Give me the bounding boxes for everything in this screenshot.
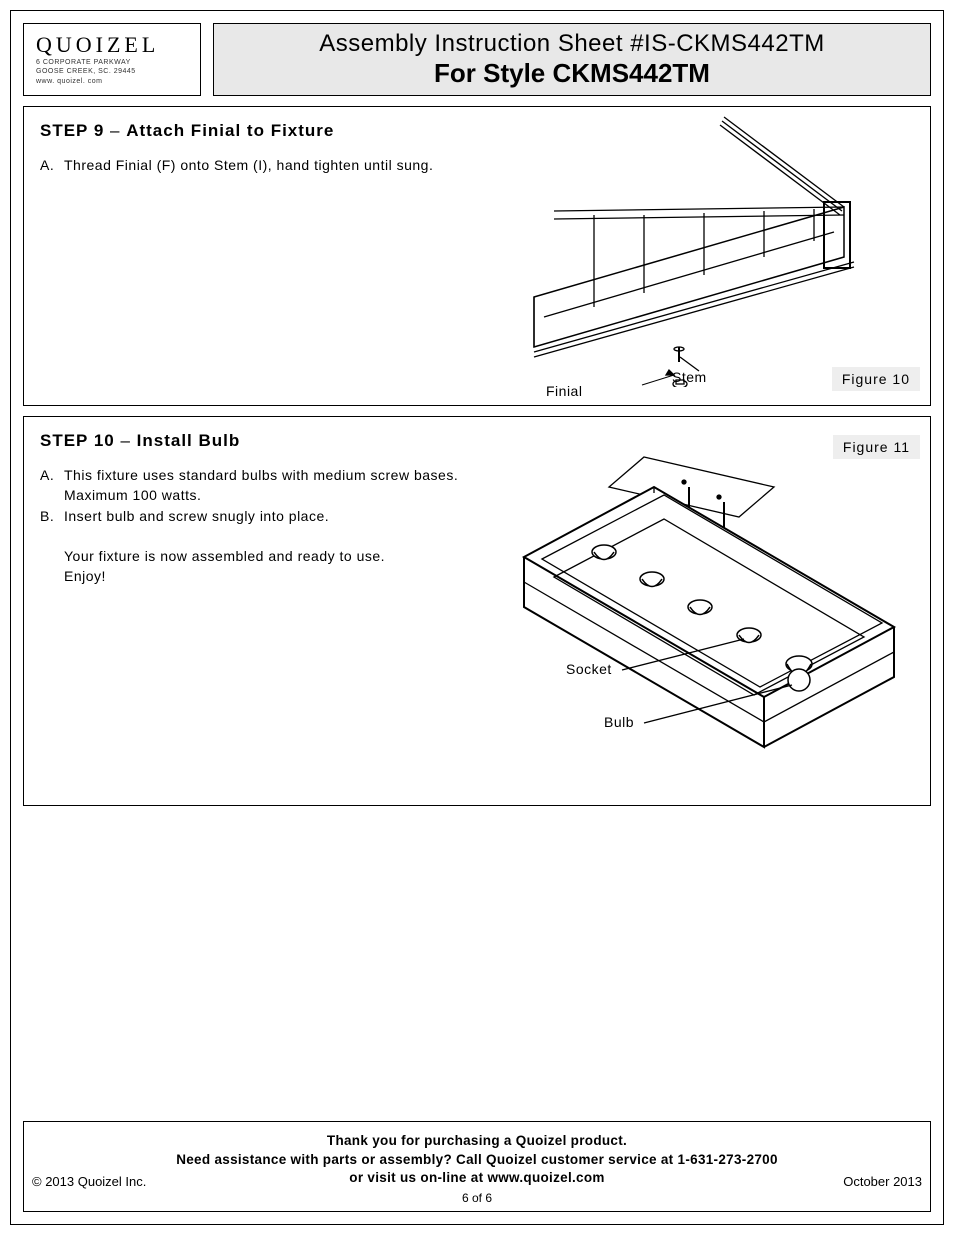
footer-box: Thank you for purchasing a Quoizel produ… xyxy=(23,1121,931,1212)
thanks-line1: Thank you for purchasing a Quoizel produ… xyxy=(38,1132,916,1150)
brand-addr1: 6 CORPORATE PARKWAY xyxy=(36,59,188,67)
copyright: © 2013 Quoizel Inc. xyxy=(32,1174,146,1189)
header-row: QUOIZEL 6 CORPORATE PARKWAY GOOSE CREEK,… xyxy=(23,23,931,96)
step10-instr-b: B. Insert bulb and screw snugly into pla… xyxy=(40,506,470,526)
figure11-diagram xyxy=(494,427,914,787)
callout-bulb: Bulb xyxy=(604,714,634,730)
title-line1: Assembly Instruction Sheet #IS-CKMS442TM xyxy=(319,30,825,58)
step10-box: STEP 10 – Install Bulb A. This fixture u… xyxy=(23,416,931,806)
page-border: QUOIZEL 6 CORPORATE PARKWAY GOOSE CREEK,… xyxy=(10,10,944,1225)
figure11-svg xyxy=(494,427,914,787)
figure10-svg xyxy=(494,107,914,387)
step10-a-letter: A. xyxy=(40,465,64,506)
callout-stem: Stem xyxy=(672,369,707,385)
step10-instr-a: A. This fixture uses standard bulbs with… xyxy=(40,465,470,506)
brand-box: QUOIZEL 6 CORPORATE PARKWAY GOOSE CREEK,… xyxy=(23,23,201,96)
step9-a-letter: A. xyxy=(40,155,64,175)
step9-title: Attach Finial to Fixture xyxy=(126,121,334,140)
callout-finial: Finial xyxy=(546,383,582,399)
thanks-line2: Need assistance with parts or assembly? … xyxy=(38,1151,916,1169)
thanks-line3: or visit us on-line at www.quoizel.com xyxy=(38,1169,916,1187)
footer-area: Thank you for purchasing a Quoizel produ… xyxy=(23,1121,931,1212)
step10-instructions: A. This fixture uses standard bulbs with… xyxy=(40,465,470,587)
callout-socket: Socket xyxy=(566,661,612,677)
step9-number: STEP 9 xyxy=(40,121,104,140)
step9-dash: – xyxy=(104,121,126,140)
brand-addr2: GOOSE CREEK, SC. 29445 xyxy=(36,68,188,76)
step10-conclude1: Your fixture is now assembled and ready … xyxy=(64,546,470,566)
brand-website: www. quoizel. com xyxy=(36,78,188,86)
step10-a-text: This fixture uses standard bulbs with me… xyxy=(64,465,470,506)
step10-dash: – xyxy=(115,431,137,450)
brand-name: QUOIZEL xyxy=(36,32,188,58)
page-number: 6 of 6 xyxy=(38,1191,916,1205)
step10-b-letter: B. xyxy=(40,506,64,526)
step9-box: STEP 9 – Attach Finial to Fixture A. Thr… xyxy=(23,106,931,406)
step10-number: STEP 10 xyxy=(40,431,115,450)
thanks-block: Thank you for purchasing a Quoizel produ… xyxy=(38,1132,916,1187)
step10-title: Install Bulb xyxy=(137,431,241,450)
step10-b-text: Insert bulb and screw snugly into place. xyxy=(64,506,470,526)
date: October 2013 xyxy=(843,1174,922,1189)
step10-conclude2: Enjoy! xyxy=(64,566,470,586)
figure10-diagram xyxy=(494,107,914,387)
title-line2: For Style CKMS442TM xyxy=(434,58,710,89)
title-box: Assembly Instruction Sheet #IS-CKMS442TM… xyxy=(213,23,931,96)
